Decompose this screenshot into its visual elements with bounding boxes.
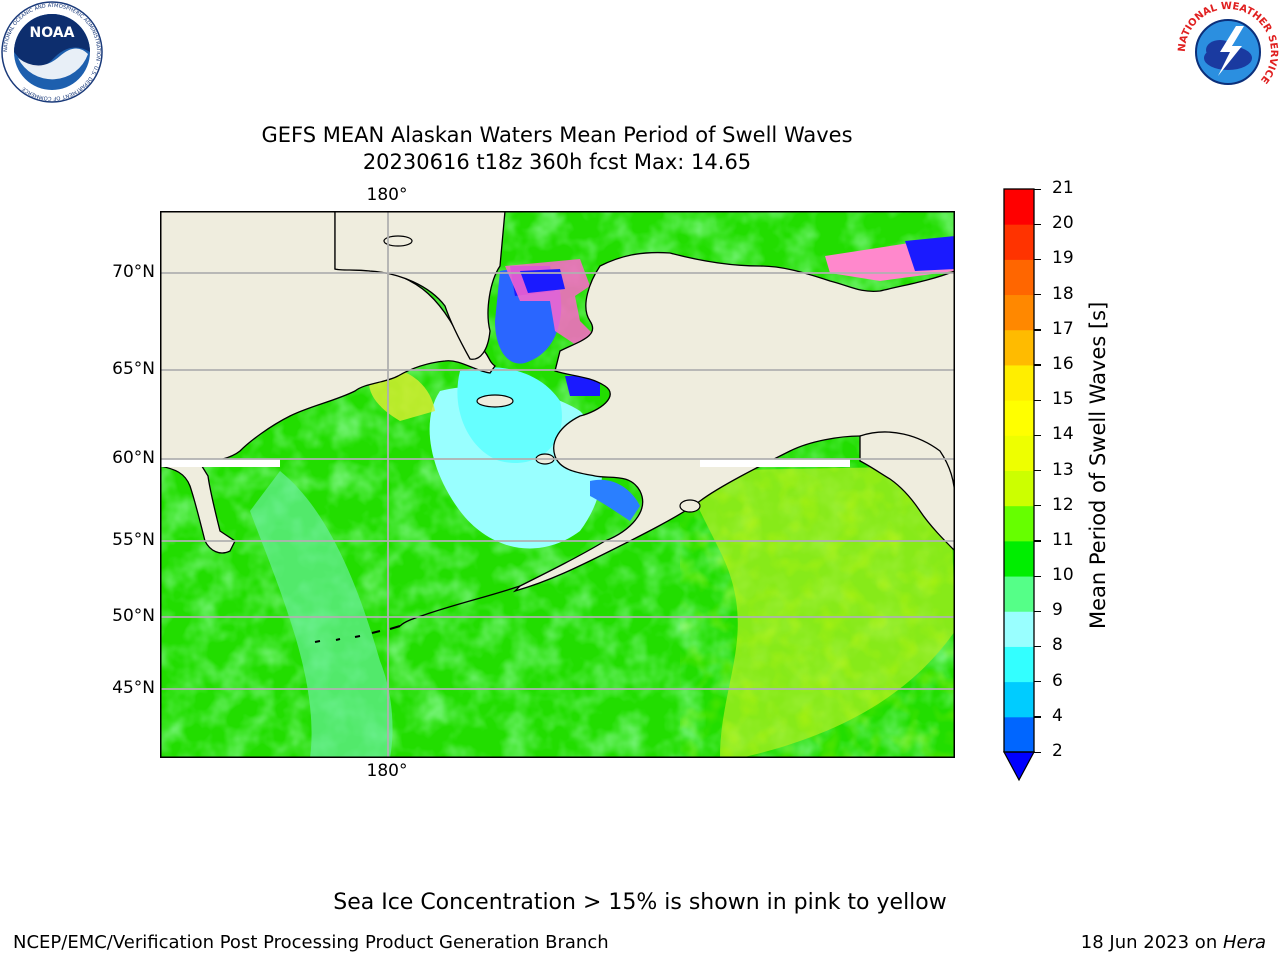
footer-producer: NCEP/EMC/Verification Post Processing Pr…: [13, 932, 609, 953]
colorbar-tick-mark: [1034, 751, 1041, 753]
sea-ice-beaufort-core: [905, 236, 955, 271]
colorbar-under-arrow: [1002, 751, 1036, 782]
footer-date: 18 Jun 2023 on: [1080, 932, 1223, 953]
colorbar-tick-label: 15: [1052, 389, 1074, 410]
bering-sea-core: [457, 367, 562, 463]
colorbar-tick-label: 13: [1052, 459, 1074, 480]
wrangel-island: [383, 235, 413, 247]
colorbar-tick-mark: [1034, 434, 1041, 437]
warmer-texture: [680, 466, 955, 758]
map-subtitle: 20230616 t18z 360h fcst Max: 14.65: [362, 150, 752, 174]
colorbar-swatch: [1004, 505, 1034, 542]
colorbar-tick-mark: [1034, 329, 1041, 331]
colorbar-tick-label: 9: [1052, 600, 1063, 621]
colorbar-swatch: [1004, 224, 1034, 260]
bristol-bay-field: [590, 479, 640, 521]
graticule: [160, 211, 955, 758]
land-kamchatka: [160, 462, 236, 554]
colorbar-tick-label: 8: [1052, 635, 1063, 656]
map-title: GEFS MEAN Alaskan Waters Mean Period of …: [261, 123, 853, 147]
lat-label-70: 70°N: [112, 262, 155, 282]
lat-label-65: 65°N: [112, 359, 155, 379]
footer-host: Hera: [1222, 932, 1266, 953]
colorbar-tick-label: 18: [1052, 283, 1074, 304]
svg-text:NOAA: NOAA: [30, 25, 75, 41]
colorbar: [1002, 188, 1036, 782]
colorbar-tick-mark: [1034, 716, 1041, 718]
colorbar-tick-mark: [1034, 223, 1041, 225]
colorbar-swatch: [1004, 435, 1034, 471]
footer-timestamp: 18 Jun 2023 on Hera: [1081, 932, 1266, 953]
colorbar-tick-mark: [1034, 681, 1041, 683]
colorbar-tick-label: 10: [1052, 565, 1074, 586]
noaa-logo: NATIONAL OCEANIC AND ATMOSPHERIC ADMINIS…: [1, 1, 103, 103]
colorbar-tick-mark: [1034, 610, 1041, 613]
colorbar-tick-label: 11: [1052, 529, 1074, 550]
colorbar-swatch: [1004, 189, 1034, 225]
lat-label-45: 45°N: [112, 678, 155, 698]
aleutian-islands: [314, 625, 401, 643]
colorbar-swatch: [1004, 259, 1034, 296]
colorbar-swatch: [1004, 716, 1034, 753]
land-siberia: [160, 211, 496, 467]
colorbar-tick-label: 12: [1052, 494, 1074, 515]
colorbar-tick-mark: [1034, 470, 1041, 472]
colorbar-tick-label: 19: [1052, 248, 1074, 269]
colorbar-tick-label: 2: [1052, 741, 1063, 761]
colorbar-swatch: [1004, 611, 1034, 647]
sea-ice-note: Sea Ice Concentration > 15% is shown in …: [333, 890, 947, 915]
colorbar-swatch: [1004, 540, 1034, 577]
colorbar-swatch: [1004, 364, 1034, 401]
colorbar-tick-label: 20: [1052, 213, 1074, 234]
colorbar-swatch: [1004, 400, 1034, 436]
colorbar-tick-label: 21: [1052, 178, 1074, 198]
nodata-band-east: [700, 459, 850, 467]
aleutian-chain: [399, 585, 521, 627]
colorbar-tick-mark: [1034, 575, 1041, 577]
norton-sound-field: [565, 376, 600, 396]
kodiak-island: [679, 499, 701, 513]
colorbar-swatch: [1004, 681, 1034, 718]
colorbar-swatch: [1004, 294, 1034, 331]
swell-period-map: [160, 211, 955, 758]
colorbar-label: Mean Period of Swell Waves [s]: [1086, 301, 1110, 629]
colorbar-tick-label: 4: [1052, 705, 1063, 726]
colorbar-tick-mark: [1034, 540, 1041, 542]
anadyr-warm-patch: [368, 368, 435, 421]
colorbar-tick-mark: [1034, 645, 1041, 648]
cooler-band-west: [250, 471, 393, 758]
colorbar-tick-label: 17: [1052, 318, 1074, 339]
land-chukotka: [334, 211, 506, 360]
lat-label-60: 60°N: [112, 448, 155, 468]
colorbar-swatch: [1004, 329, 1034, 366]
colorbar-tick-mark: [1034, 258, 1041, 261]
nodata-band-west: [160, 459, 280, 467]
colorbar-tick-label: 16: [1052, 353, 1074, 374]
colorbar-swatch: [1004, 646, 1034, 683]
colorbar-tick-mark: [1034, 399, 1041, 401]
lat-label-50: 50°N: [112, 606, 155, 626]
colorbar-tick-mark: [1034, 505, 1041, 507]
colorbar-tick-mark: [1034, 188, 1041, 190]
nws-logo: NATIONAL WEATHER SERVICE: [1177, 1, 1279, 100]
colorbar-tick-mark: [1034, 364, 1041, 366]
colorbar-swatch: [1004, 576, 1034, 612]
colorbar-tick-mark: [1034, 294, 1041, 296]
lat-label-55: 55°N: [112, 530, 155, 550]
colorbar-swatch: [1004, 470, 1034, 507]
colorbar-tick-label: 14: [1052, 424, 1074, 445]
land-southeast-alaska: [859, 431, 955, 552]
map-frame: [160, 211, 955, 758]
sea-ice-core: [520, 269, 565, 293]
st-lawrence-island: [476, 394, 514, 408]
lon-label-top: 180°: [366, 185, 408, 205]
colorbar-tick-label: 6: [1052, 670, 1063, 691]
lon-label-bottom: 180°: [366, 761, 408, 781]
